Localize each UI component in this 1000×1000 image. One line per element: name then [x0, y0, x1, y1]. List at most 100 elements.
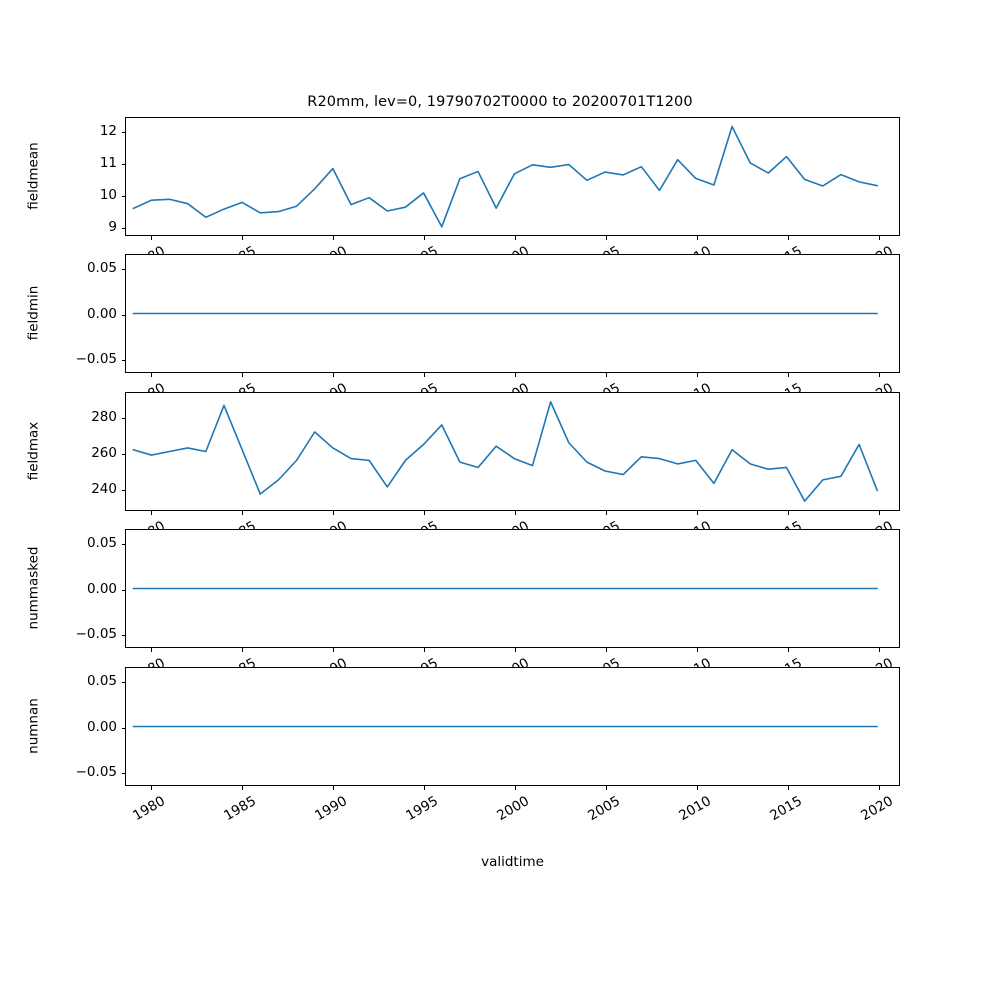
y-axis-fieldmean: 9 10 11 12 fieldmean: [0, 117, 125, 236]
y-tick-mark: [121, 163, 126, 165]
x-axis-ticklabels-numnan: 1980 1985 1990 1995 2000 2005 2010 2015 2020: [126, 787, 901, 835]
x-tick-mark: [697, 372, 699, 377]
x-tick-mark: [151, 785, 153, 790]
data-line-fieldmean: [133, 127, 877, 227]
y-tick-mark: [121, 268, 126, 270]
x-tick-mark: [151, 510, 153, 515]
y-tick-mark: [121, 727, 126, 729]
y-axis-ticks-numnan: −0.05 0.00 0.05: [53, 667, 117, 786]
subplot-numnan: 1980 1985 1990 1995 2000 2005 2010 2015 2020: [121, 667, 900, 824]
x-tick-mark: [879, 647, 881, 652]
y-axis-ticks-fieldmax: 240 260 280: [53, 392, 117, 511]
y-tick-label: 10: [99, 186, 117, 203]
y-axis-ticks-fieldmean: 9 10 11 12: [53, 117, 117, 236]
y-axis-ticks-fieldmin: −0.05 0.00 0.05: [53, 254, 117, 373]
x-tick-mark: [333, 647, 335, 652]
y-axis-ticks-nummasked: −0.05 0.00 0.05: [53, 529, 117, 648]
y-tick-label: 240: [91, 481, 117, 498]
y-tick-mark: [121, 589, 126, 591]
y-axis-fieldmax: 240 260 280 fieldmax: [0, 392, 125, 511]
x-tick-mark: [697, 647, 699, 652]
y-axis-label-fieldmax: fieldmax: [25, 421, 41, 480]
plot-area-fieldmax: [126, 393, 899, 510]
y-tick-mark: [121, 418, 126, 420]
y-axis-fieldmin: −0.05 0.00 0.05 fieldmin: [0, 254, 125, 373]
y-tick-label: 12: [99, 122, 117, 139]
chart-title: R20mm, lev=0, 19790702T0000 to 20200701T…: [307, 94, 693, 110]
y-tick-label: 0.05: [86, 672, 117, 689]
x-tick-mark: [242, 510, 244, 515]
x-tick-mark: [151, 647, 153, 652]
x-tick-mark: [333, 372, 335, 377]
y-axis-nummasked: −0.05 0.00 0.05 nummasked: [0, 529, 125, 648]
x-tick-mark: [151, 235, 153, 240]
y-axis-label-fieldmean: fieldmean: [25, 141, 41, 210]
x-tick-mark: [515, 510, 517, 515]
x-tick-mark: [788, 785, 790, 790]
y-tick-mark: [121, 131, 126, 133]
x-tick-mark: [424, 235, 426, 240]
x-tick-mark: [788, 235, 790, 240]
y-tick-label: 11: [99, 154, 117, 171]
y-tick-mark: [121, 360, 126, 362]
x-tick-mark: [606, 647, 608, 652]
y-tick-mark: [121, 314, 126, 316]
x-tick-label: 1990: [312, 793, 351, 825]
y-tick-label: 260: [91, 445, 117, 462]
x-tick-mark: [333, 235, 335, 240]
x-tick-mark: [333, 785, 335, 790]
x-tick-label: 1985: [221, 793, 260, 825]
x-tick-mark: [879, 785, 881, 790]
y-tick-label: 0.05: [86, 259, 117, 276]
plot-area-fieldmin: [126, 255, 899, 372]
y-tick-label: −0.05: [75, 626, 117, 643]
y-tick-mark: [121, 227, 126, 229]
x-tick-label: 1995: [403, 793, 442, 825]
x-tick-mark: [606, 235, 608, 240]
x-tick-mark: [697, 235, 699, 240]
x-tick-mark: [424, 785, 426, 790]
x-tick-mark: [879, 510, 881, 515]
x-tick-mark: [606, 785, 608, 790]
x-tick-mark: [606, 510, 608, 515]
x-tick-label: 1980: [130, 793, 169, 825]
x-tick-mark: [242, 235, 244, 240]
x-tick-mark: [424, 372, 426, 377]
y-axis-label-numnan: numnan: [25, 697, 41, 754]
x-tick-mark: [515, 372, 517, 377]
y-tick-label: 0.00: [86, 718, 117, 735]
y-tick-label: 0.05: [86, 534, 117, 551]
y-tick-label: 280: [91, 409, 117, 426]
y-tick-mark: [121, 681, 126, 683]
x-axis-label: validtime: [481, 854, 544, 870]
x-tick-mark: [697, 785, 699, 790]
y-axis-label-nummasked: nummasked: [25, 546, 41, 629]
y-axis-label-fieldmin: fieldmin: [25, 285, 41, 340]
y-tick-mark: [121, 490, 126, 492]
x-tick-label: 2010: [676, 793, 715, 825]
x-tick-mark: [515, 235, 517, 240]
x-tick-label: 2005: [585, 793, 624, 825]
x-tick-label: 2015: [767, 793, 806, 825]
x-tick-mark: [333, 510, 335, 515]
plot-area-nummasked: [126, 530, 899, 647]
x-tick-mark: [606, 372, 608, 377]
y-axis-numnan: −0.05 0.00 0.05 numnan: [0, 667, 125, 786]
x-tick-mark: [697, 510, 699, 515]
y-tick-mark: [121, 454, 126, 456]
y-tick-label: 9: [108, 218, 117, 235]
x-tick-label: 2000: [494, 793, 533, 825]
x-tick-mark: [242, 647, 244, 652]
